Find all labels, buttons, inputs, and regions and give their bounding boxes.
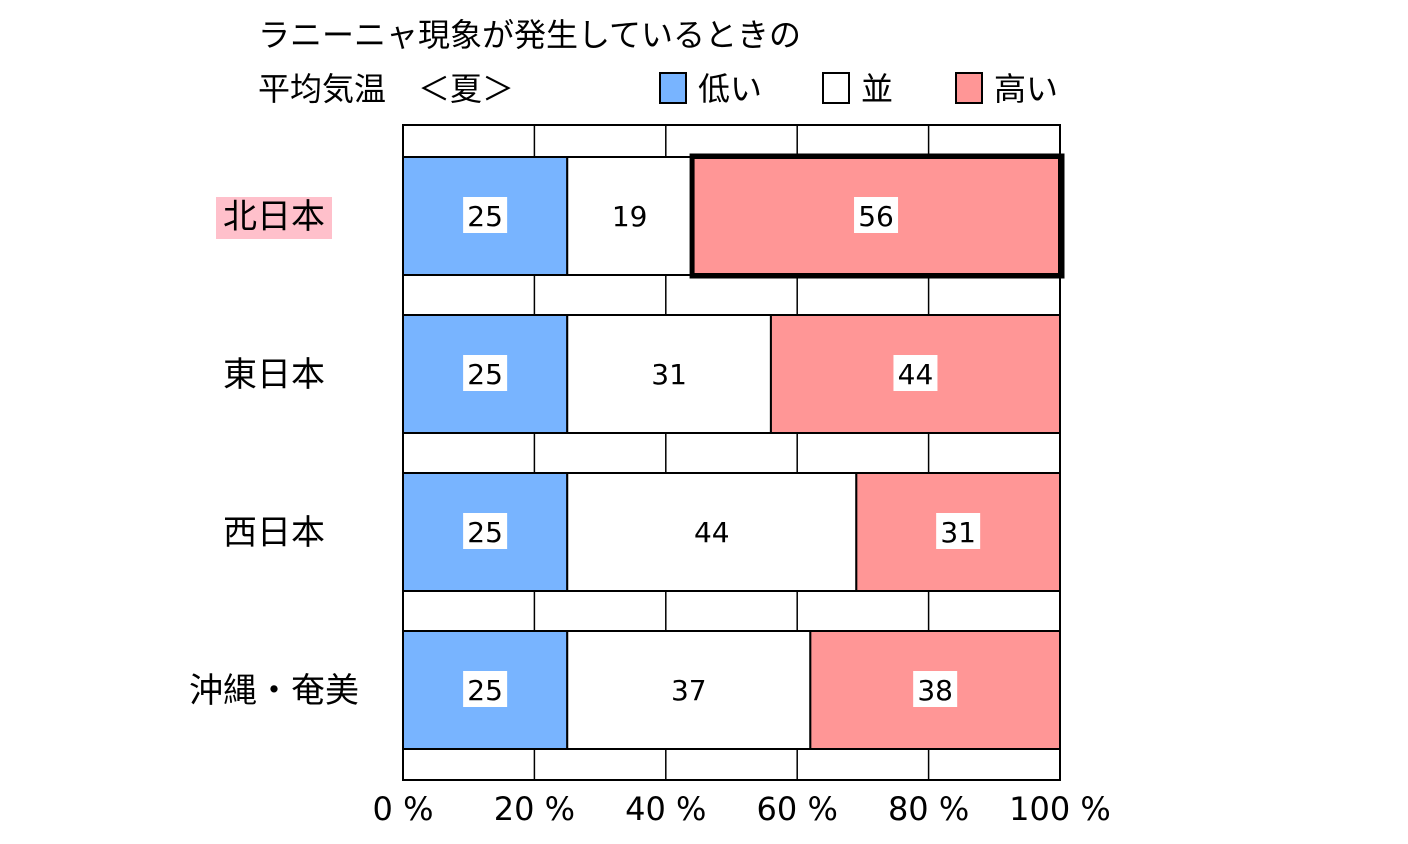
legend-label: 高い bbox=[994, 70, 1058, 108]
data-label-box bbox=[463, 355, 508, 391]
chart-title-line-2: 平均気温 ＜夏＞ bbox=[258, 70, 514, 108]
data-label-box bbox=[893, 355, 938, 391]
plot-area: 0 % 20 % 40 % 60 % 80 % 100 % 北日本 25 19 56 東日本 25 31… bbox=[189, 124, 1111, 828]
legend-label: 並 bbox=[861, 70, 893, 108]
data-label: 19 bbox=[612, 200, 648, 233]
data-label: 25 bbox=[467, 200, 503, 233]
category-label: 北日本 bbox=[223, 197, 325, 237]
data-label-box bbox=[463, 197, 508, 233]
x-tick-label: 20 % bbox=[494, 790, 575, 828]
category-label: 東日本 bbox=[223, 355, 325, 395]
legend-swatch bbox=[659, 72, 687, 104]
bar-segment bbox=[566, 630, 812, 750]
chart-title-line-1: ラニーニャ現象が発生しているときの bbox=[258, 16, 801, 54]
data-label: 31 bbox=[940, 516, 976, 549]
data-label-box bbox=[463, 671, 508, 707]
data-label: 25 bbox=[467, 674, 503, 707]
data-label: 44 bbox=[694, 516, 730, 549]
bar-highlight-border bbox=[689, 153, 1065, 279]
data-label: 38 bbox=[917, 674, 953, 707]
x-tick-label: 40 % bbox=[625, 790, 706, 828]
data-label-box bbox=[913, 671, 958, 707]
category-highlight bbox=[216, 197, 332, 239]
legend-label: 低い bbox=[698, 70, 762, 108]
data-label-box bbox=[854, 197, 899, 233]
legend-swatch bbox=[822, 72, 850, 104]
data-label: 44 bbox=[898, 358, 934, 391]
data-label: 37 bbox=[671, 674, 707, 707]
data-label: 25 bbox=[467, 358, 503, 391]
category-label: 沖縄・奄美 bbox=[189, 671, 359, 711]
data-label: 25 bbox=[467, 516, 503, 549]
x-tick-label: 100 % bbox=[1009, 790, 1111, 828]
bar-segment bbox=[566, 472, 858, 592]
x-tick-label: 0 % bbox=[373, 790, 434, 828]
bar-segment bbox=[566, 156, 694, 276]
data-label-box bbox=[463, 513, 508, 549]
x-tick-label: 60 % bbox=[757, 790, 838, 828]
data-label: 56 bbox=[858, 200, 894, 233]
x-tick-label: 80 % bbox=[888, 790, 969, 828]
data-label: 31 bbox=[651, 358, 687, 391]
legend-swatch bbox=[955, 72, 983, 104]
legend: 低い 並 高い bbox=[659, 70, 1058, 108]
category-label: 西日本 bbox=[223, 513, 325, 553]
data-label-box bbox=[936, 513, 981, 549]
bar-segment bbox=[566, 314, 772, 434]
